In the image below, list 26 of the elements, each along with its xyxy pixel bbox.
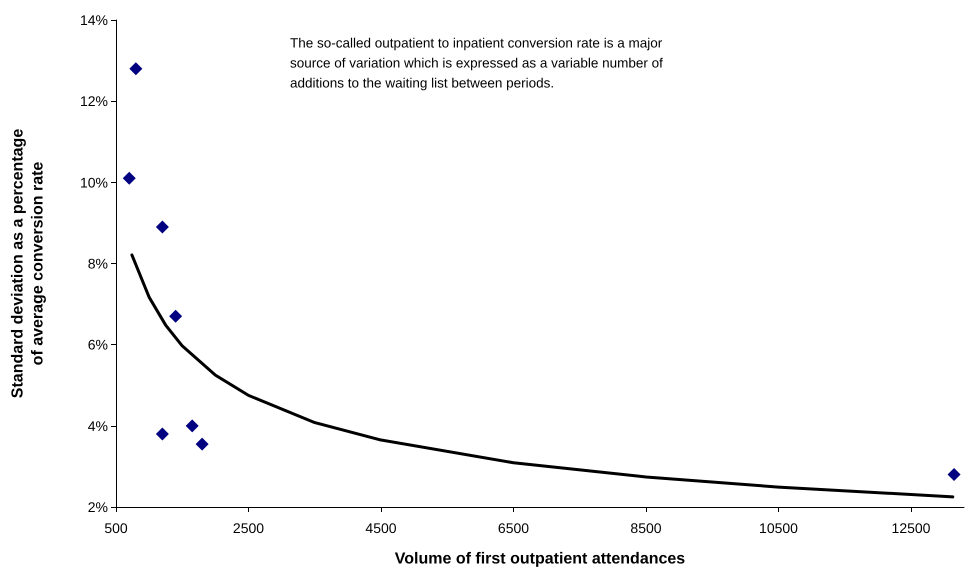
point <box>169 310 182 323</box>
y-axis-title: Standard deviation as a percentage of average conversion rate <box>10 128 46 398</box>
point <box>196 438 209 451</box>
x-tick-label: 8500 <box>630 520 662 536</box>
x-axis-title: Volume of first outpatient attendances <box>394 550 686 568</box>
y-tick-label: 14% <box>80 12 108 28</box>
x-tick-label: 500 <box>104 520 128 536</box>
y-tick-label: 2% <box>88 499 108 515</box>
point <box>156 427 169 440</box>
y-tick-label: 6% <box>88 336 108 353</box>
x-tick-label: 6500 <box>498 520 530 536</box>
x-tick-label: 10500 <box>759 520 798 536</box>
y-tick-label: 8% <box>88 256 108 272</box>
x-tick-label: 2500 <box>232 520 264 536</box>
point <box>129 62 142 76</box>
y-tick-label: 12% <box>80 93 108 110</box>
annotation: The so-called outpatient to inpatient conversion rate is a major source of variation which is expressed as a variable number of additions to the waiting list between periods. <box>290 36 667 90</box>
y-tick-label: 10% <box>80 174 108 190</box>
x-tick-label: 4500 <box>365 520 397 536</box>
line-series <box>130 253 954 498</box>
point <box>122 172 136 185</box>
x-tick-label: 12500 <box>892 520 931 536</box>
point <box>186 419 199 432</box>
point <box>948 468 961 482</box>
y-tick-label: 4% <box>88 418 108 434</box>
point <box>156 220 169 234</box>
